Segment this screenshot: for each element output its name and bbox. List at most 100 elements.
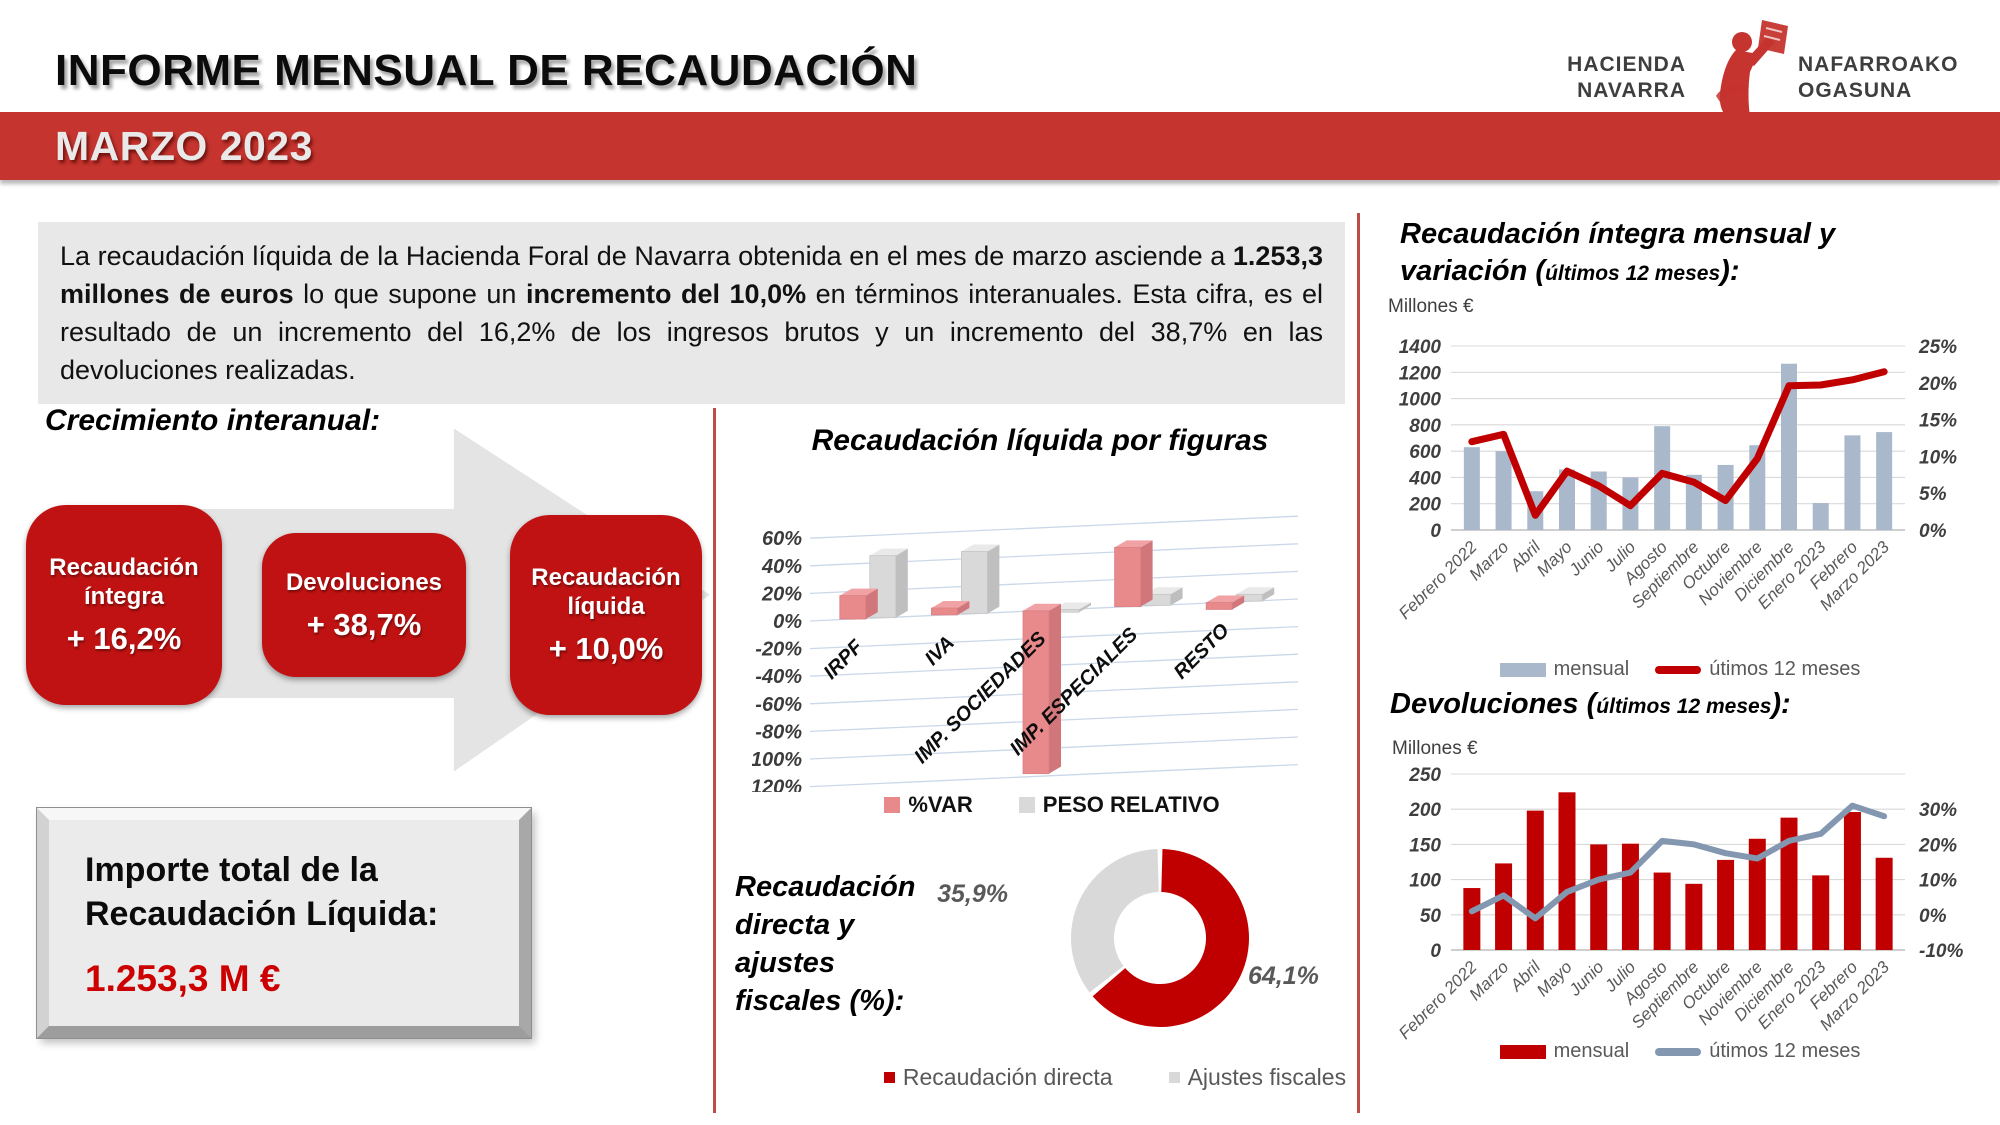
banner-title: MARZO 2023 — [55, 122, 313, 169]
section-divider-left — [713, 408, 716, 1113]
logo-line: NAVARRA — [1577, 79, 1686, 102]
legend-item-ultimos-12-meses: útimos 12 meses — [1655, 658, 1860, 681]
svg-text:200: 200 — [1408, 495, 1441, 516]
navarra-figure-icon — [1716, 20, 1788, 116]
donut-side-label-line: ajustes — [735, 947, 835, 979]
devoluciones-unit-label: Millones € — [1392, 738, 1478, 759]
donut-value-ajustes: 35,9% — [937, 880, 1008, 908]
integra-title-line1: Recaudación íntegra mensual y — [1400, 218, 1836, 250]
donut-value-directa: 64,1% — [1248, 962, 1319, 990]
logo-line: OGASUNA — [1798, 79, 1913, 102]
logo-line: HACIENDA — [1567, 53, 1686, 76]
svg-text:-120%: -120% — [752, 777, 802, 792]
month-banner: MARZO 2023 — [0, 112, 2000, 180]
legend-label: útimos 12 meses — [1709, 658, 1861, 680]
legend-label: mensual — [1553, 1040, 1630, 1062]
ajustes-swatch-icon — [1168, 1072, 1180, 1083]
directa-swatch-icon — [883, 1072, 895, 1083]
mensual-bar-swatch-icon — [1499, 662, 1546, 677]
svg-text:25%: 25% — [1918, 337, 1957, 358]
svg-text:400: 400 — [1408, 468, 1441, 489]
svg-text:15%: 15% — [1919, 411, 1957, 432]
legend-item-recaudacion-directa: Recaudación directa — [883, 1064, 1113, 1091]
intro-text: La recaudación líquida de la Hacienda Fo… — [60, 241, 1233, 271]
legend-label: útimos 12 meses — [1709, 1040, 1861, 1062]
donut-side-label-line: Recaudación — [735, 871, 916, 903]
donut-side-label-line: fiscales (%): — [735, 985, 905, 1017]
intro-amount-bold: 1.253,3 millones de euros — [60, 241, 1323, 309]
svg-text:1200: 1200 — [1399, 363, 1442, 384]
svg-text:250: 250 — [1408, 765, 1441, 786]
growth-box-recaudacion-integra: Recaudación íntegra + 16,2% — [26, 505, 222, 705]
svg-text:30%: 30% — [1919, 800, 1957, 821]
svg-text:100: 100 — [1409, 871, 1441, 892]
title-text-small: últimos 12 meses — [1545, 262, 1721, 285]
figures-legend: %VAR PESO RELATIVO — [752, 792, 1352, 818]
donut-chart — [1071, 849, 1249, 1027]
intro-paragraph: La recaudación líquida de la Hacienda Fo… — [38, 222, 1345, 404]
svg-text:1400: 1400 — [1399, 337, 1442, 358]
figures-chart-title: Recaudación líquida por figuras — [811, 424, 1269, 457]
devoluciones-chart-title: Devoluciones (últimos 12 meses): — [1390, 686, 1950, 725]
title-text: ): — [1771, 688, 1791, 720]
svg-text:1000: 1000 — [1399, 390, 1442, 411]
svg-text:0%: 0% — [1919, 521, 1947, 542]
logo-line: NAFARROAKO — [1798, 53, 1959, 76]
svg-text:-40%: -40% — [755, 666, 802, 688]
svg-text:150: 150 — [1409, 835, 1441, 856]
legend-label: Recaudación directa — [902, 1064, 1113, 1090]
legend-label: PESO RELATIVO — [1042, 792, 1220, 817]
legend-item-ultimos-12-meses: útimos 12 meses — [1655, 1040, 1860, 1063]
integra-legend: mensual útimos 12 meses — [1385, 658, 1975, 681]
legend-item-ajustes-fiscales: Ajustes fiscales — [1168, 1064, 1347, 1091]
svg-text:20%: 20% — [761, 583, 802, 605]
total-box-line2: Recaudación Líquida: — [85, 895, 439, 933]
svg-text:50: 50 — [1420, 906, 1442, 927]
svg-text:0: 0 — [1430, 521, 1441, 542]
svg-text:Febrero 2022: Febrero 2022 — [1395, 957, 1481, 1043]
legend-item-peso-relativo: PESO RELATIVO — [1018, 792, 1220, 818]
svg-text:0%: 0% — [1919, 906, 1947, 927]
svg-text:-80%: -80% — [755, 721, 802, 743]
total-amount-value: 1.253,3 M € — [85, 958, 281, 999]
svg-text:600: 600 — [1409, 442, 1441, 463]
legend-item-mensual: mensual — [1499, 1040, 1630, 1063]
svg-text:Mayo: Mayo — [1533, 537, 1576, 580]
svg-text:5%: 5% — [1919, 484, 1947, 505]
growth-box-value: + 16,2% — [66, 621, 182, 656]
growth-box-value: + 10,0% — [548, 631, 664, 666]
growth-box-recaudacion-liquida: Recaudación líquida + 10,0% — [510, 515, 702, 715]
svg-text:10%: 10% — [1919, 871, 1957, 892]
var-swatch-icon — [884, 797, 901, 813]
growth-box-label: Recaudación íntegra — [49, 554, 199, 610]
svg-text:RESTO: RESTO — [1170, 619, 1234, 683]
title-text: ): — [1720, 255, 1740, 287]
ultimos-line-swatch-icon — [1655, 665, 1702, 674]
growth-box-label: Devoluciones — [285, 568, 443, 596]
legend-label: Ajustes fiscales — [1187, 1064, 1347, 1090]
svg-text:-10%: -10% — [1919, 941, 1963, 962]
integra-chart-title: Recaudación íntegra mensual y variación … — [1400, 216, 1960, 292]
section-divider-right — [1357, 213, 1360, 1113]
mensual-bar-swatch-icon — [1499, 1044, 1546, 1059]
devoluciones-bar-line-chart: 0 50 100 150 200 250 -10% 0% 10% 20% 30% Febrero 20… — [1395, 765, 1963, 1043]
title-text: Devoluciones ( — [1390, 688, 1597, 720]
legend-label: %VAR — [908, 792, 973, 817]
growth-box-label: Recaudación líquida — [531, 564, 681, 620]
svg-text:Junio: Junio — [1565, 537, 1608, 580]
svg-text:20%: 20% — [1918, 374, 1957, 395]
svg-text:-20%: -20% — [755, 639, 802, 661]
intro-text: lo que supone un — [293, 279, 526, 309]
legend-label: mensual — [1553, 658, 1630, 680]
svg-text:800: 800 — [1409, 416, 1441, 437]
total-amount-box: Importe total de la Recaudación Líquida:… — [37, 808, 531, 1038]
svg-text:-100%: -100% — [752, 749, 802, 771]
peso-swatch-icon — [1018, 797, 1035, 813]
page-title: INFORME MENSUAL DE RECAUDACIÓN — [55, 46, 918, 95]
intro-increase-bold: incremento del 10,0% — [525, 279, 807, 309]
legend-item-mensual: mensual — [1499, 658, 1630, 681]
integra-unit-label: Millones € — [1388, 296, 1474, 317]
logo-text-hacienda-navarra: HACIENDA NAVARRA — [1556, 52, 1686, 104]
donut-side-label: Recaudación directa y ajustes fiscales (… — [735, 868, 995, 1020]
